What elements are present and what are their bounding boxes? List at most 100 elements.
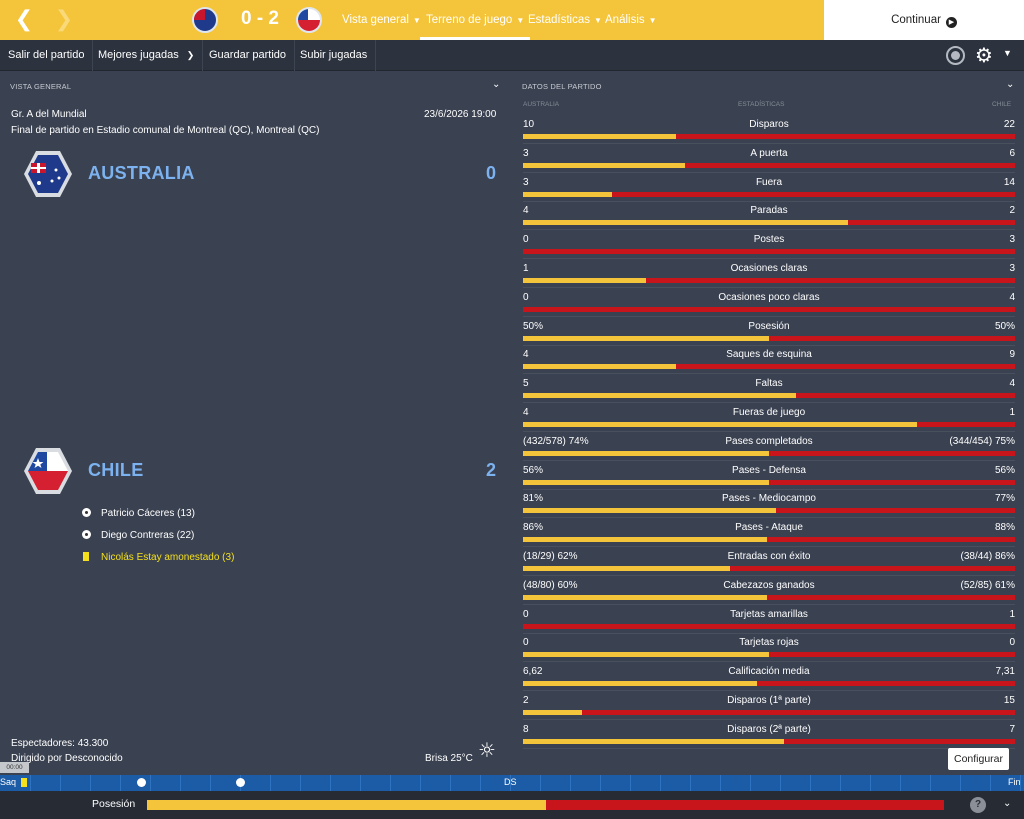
home-stat-value: 2 (523, 695, 529, 706)
home-stat-fill (523, 162, 686, 168)
away-stat-value: 7 (1009, 723, 1015, 735)
away-stat-value: (38/44) 86% (960, 551, 1015, 562)
timeline-tick (210, 775, 211, 791)
timeline-tick (90, 775, 91, 791)
stat-label: Pases - Ataque (735, 522, 803, 534)
home-stat-value: (18/29) 62% (523, 551, 578, 562)
stat-label: Fuera (755, 176, 783, 188)
top-bar: ❮ ❯ 0 - 2 Vista general ▼ Terreno de jueg… (0, 0, 1024, 40)
goal-event: Patricio Cáceres (13) (82, 508, 195, 519)
home-stat-value: 10 (523, 119, 535, 130)
home-stat-fill (523, 594, 767, 600)
home-stat-value: 4 (523, 407, 529, 418)
home-stat-value: 56% (523, 464, 544, 476)
nav-estadisticas[interactable]: Estadísticas ▼ (528, 14, 602, 26)
stat-row: 6,62 Calificación media 7,31 (523, 663, 1015, 692)
possession-bar (147, 800, 944, 810)
row-divider (523, 546, 1015, 548)
stat-label: Pases - Defensa (732, 464, 806, 476)
stat-label: Entradas con éxito (727, 551, 811, 562)
half-time-label: DS (504, 777, 517, 787)
record-icon[interactable] (946, 46, 965, 65)
chevron-down-icon[interactable]: ⌄ (1003, 798, 1012, 809)
stat-bar (523, 335, 1015, 341)
yellow-card-icon (21, 778, 27, 787)
help-icon[interactable]: ? (970, 797, 986, 813)
away-stat-value: 4 (1009, 291, 1015, 303)
home-stat-value: (48/80) 60% (523, 579, 578, 591)
chevron-down-icon: ❯ (186, 50, 195, 60)
stat-bar (523, 652, 1015, 658)
sun-icon: ☼ (478, 738, 496, 762)
stat-row: 81% Pases - Mediocampo 77% (523, 490, 1015, 519)
booking-event: Nicolás Estay amonestado (3) (82, 552, 234, 563)
away-stat-value: 88% (994, 522, 1015, 534)
stat-row: 56% Pases - Defensa 56% (523, 462, 1015, 491)
nav-analisis[interactable]: Análisis ▼ (605, 14, 657, 26)
collapse-chevron-icon[interactable]: ⌄ (1006, 79, 1015, 90)
result-line: Final de partido en Estadio comunal de M… (11, 125, 320, 136)
upload-highlights-button[interactable]: Subir jugadas (292, 40, 377, 71)
home-stat-fill (523, 652, 769, 658)
save-match-button[interactable]: Guardar partido (201, 40, 296, 71)
match-timeline[interactable]: Saq DS Fin (0, 775, 1024, 791)
row-divider (523, 690, 1015, 692)
stat-bar (523, 508, 1015, 514)
timeline-tick (600, 775, 601, 791)
goal-icon (137, 778, 146, 787)
home-stat-fill (523, 422, 917, 427)
away-stat-value: 15 (1003, 695, 1015, 706)
timeline-tick (780, 775, 781, 791)
home-stat-fill (523, 278, 646, 283)
timeline-tick (450, 775, 451, 791)
referee: Dirigido por Desconocido (11, 753, 123, 764)
nav-terreno-de-juego[interactable]: Terreno de juego ▼ (420, 0, 531, 40)
home-stat-fill (523, 479, 769, 485)
timeline-tick (300, 775, 301, 791)
timeline-tick (690, 775, 691, 791)
stat-row: (18/29) 62% Entradas con éxito (38/44) 86% (523, 548, 1015, 577)
timeline-tick (960, 775, 961, 791)
timeline-tick (540, 775, 541, 791)
stat-label: Disparos (749, 119, 789, 130)
chevron-down-icon[interactable]: ▼ (1003, 48, 1012, 58)
stat-bar (523, 249, 1015, 255)
home-stat-fill (523, 710, 583, 715)
stat-bar (523, 710, 1015, 715)
column-header-away: CHILE (992, 101, 1012, 108)
stat-bar (523, 422, 1015, 427)
away-stat-value: 7,31 (995, 666, 1015, 678)
continue-button[interactable]: Continuar ▶ (824, 0, 1024, 40)
stat-label: Tarjetas amarillas (730, 608, 808, 620)
goal-icon (82, 530, 91, 539)
gear-icon[interactable]: ⚙ (975, 43, 993, 67)
collapse-chevron-icon[interactable]: ⌄ (492, 79, 501, 90)
back-arrow-icon[interactable]: ❮ (14, 7, 34, 32)
stat-row: (48/80) 60% Cabezazos ganados (52/85) 61% (523, 577, 1015, 606)
timeline-tick (1020, 775, 1021, 791)
yellow-card-icon (83, 552, 89, 561)
nav-vista-general[interactable]: Vista general ▼ (342, 14, 421, 26)
home-stat-fill (523, 738, 784, 744)
exit-match-button[interactable]: Salir del partido (0, 40, 94, 71)
home-stat-value: 8 (523, 723, 529, 735)
timeline-tick (660, 775, 661, 791)
timeline-tick (420, 775, 421, 791)
away-stat-value: (52/85) 61% (960, 579, 1015, 591)
forward-arrow-icon[interactable]: ❯ (54, 7, 74, 32)
home-stat-fill (523, 681, 757, 687)
stat-row: 0 Postes 3 (523, 231, 1015, 260)
timeline-tick (60, 775, 61, 791)
away-stat-value: 9 (1009, 349, 1015, 361)
configure-button[interactable]: Configurar (948, 748, 1009, 770)
column-header-home: AUSTRALIA (523, 101, 560, 108)
timeline-tick (120, 775, 121, 791)
home-stat-value: (432/578) 74% (523, 435, 589, 447)
away-stat-value: 77% (994, 493, 1015, 505)
row-divider (523, 575, 1015, 576)
row-divider (523, 402, 1015, 404)
row-divider (523, 431, 1015, 432)
timeline-tick (570, 775, 571, 791)
attendance: Espectadores: 43.300 (11, 738, 109, 749)
highlights-button[interactable]: Mejores jugadas ❯ (90, 40, 204, 71)
